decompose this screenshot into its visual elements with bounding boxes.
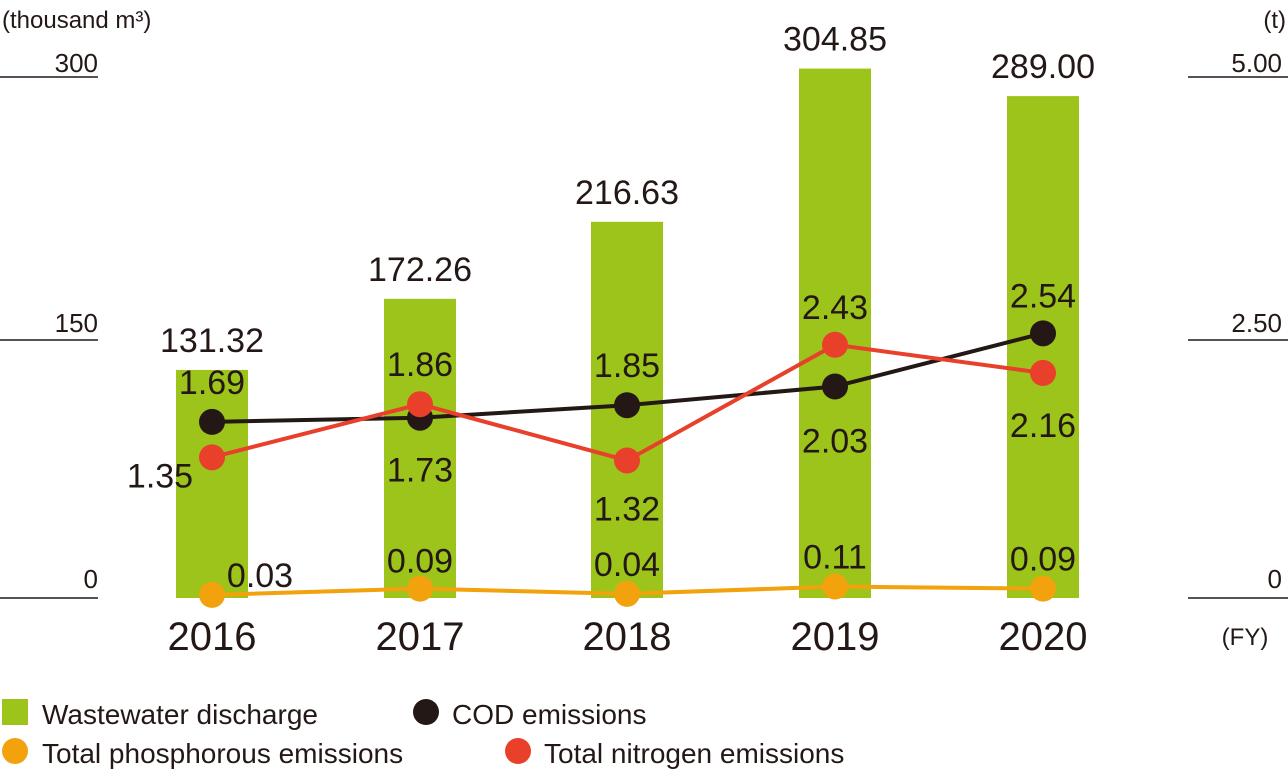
legend-swatch-phosphorous [2, 738, 28, 764]
left-tick-label: 300 [55, 48, 98, 78]
left-tick-label: 150 [55, 308, 98, 338]
x-axis-unit: (FY) [1222, 624, 1269, 651]
legend-label-nitrogen: Total nitrogen emissions [544, 738, 844, 769]
right-tick-label: 5.00 [1231, 48, 1282, 78]
point-total-phosphorous-emissions-2017 [407, 575, 433, 602]
right-tick-label: 0 [1268, 564, 1282, 594]
right-axis: 5.00 2.50 0 [1188, 48, 1288, 599]
point-value-label: 1.35 [127, 457, 193, 495]
point-value-label: 2.54 [1010, 277, 1076, 315]
point-cod-emissions-2018 [614, 392, 640, 419]
point-value-label: 2.03 [802, 422, 868, 460]
x-tick-label: 2016 [168, 615, 257, 659]
bar-value-label: 131.32 [160, 322, 264, 360]
x-tick-label: 2019 [791, 615, 880, 659]
point-value-label: 1.73 [387, 452, 453, 490]
point-cod-emissions-2016 [199, 408, 225, 435]
point-value-label: 1.69 [179, 364, 245, 402]
point-value-label: 0.11 [803, 539, 867, 577]
legend-swatch-cod [413, 699, 439, 725]
left-tick-label: 0 [84, 564, 98, 594]
bar-value-label: 304.85 [783, 21, 887, 59]
legend-label-phosphorous: Total phosphorous emissions [42, 738, 403, 769]
legend-label-cod: COD emissions [452, 699, 646, 730]
point-value-label: 1.86 [387, 346, 453, 384]
point-cod-emissions-2019 [822, 373, 848, 400]
x-tick-label: 2020 [999, 615, 1088, 659]
point-value-label: 2.43 [802, 289, 868, 327]
legend: Wastewater discharge COD emissions Total… [2, 699, 844, 769]
legend-label-wastewater: Wastewater discharge [42, 699, 318, 730]
point-value-label: 2.16 [1010, 407, 1076, 445]
point-total-phosphorous-emissions-2018 [614, 580, 640, 607]
point-total-phosphorous-emissions-2020 [1030, 575, 1056, 602]
bar-value-label: 172.26 [368, 251, 472, 289]
legend-swatch-wastewater [2, 699, 28, 725]
left-axis: 300 150 0 [0, 48, 98, 599]
point-total-phosphorous-emissions-2016 [199, 581, 225, 608]
points-layer [199, 320, 1056, 608]
point-value-label: 1.85 [594, 347, 660, 385]
point-value-label: 0.09 [1010, 541, 1076, 579]
x-axis: 2016 2017 2018 2019 2020 [168, 615, 1088, 659]
point-value-label: 0.04 [594, 546, 660, 584]
point-value-label: 1.32 [594, 490, 660, 528]
x-tick-label: 2018 [583, 615, 672, 659]
bar-wastewater-2020 [1007, 96, 1079, 598]
point-cod-emissions-2020 [1030, 320, 1056, 347]
x-tick-label: 2017 [376, 615, 465, 659]
point-total-nitrogen-emissions-2016 [199, 444, 225, 471]
bar-value-label: 289.00 [991, 48, 1095, 86]
legend-swatch-nitrogen [505, 738, 531, 764]
bar-wastewater-2016 [176, 369, 248, 598]
right-tick-label: 2.50 [1231, 308, 1282, 338]
point-total-phosphorous-emissions-2019 [822, 573, 848, 600]
point-total-nitrogen-emissions-2017 [407, 391, 433, 418]
labels-layer: 131.32 172.26 216.63 304.85 289.00 1.69 1.73 1.… [127, 21, 1095, 595]
point-total-nitrogen-emissions-2018 [614, 447, 640, 474]
right-axis-unit: (t) [1263, 7, 1286, 34]
point-value-label: 0.09 [387, 543, 453, 581]
point-total-nitrogen-emissions-2019 [822, 331, 848, 358]
bar-value-label: 216.63 [575, 174, 679, 212]
point-value-label: 0.03 [227, 557, 293, 595]
left-axis-unit: (thousand m³) [2, 7, 151, 34]
bar-wastewater-2017 [384, 298, 456, 598]
point-total-nitrogen-emissions-2020 [1030, 359, 1056, 386]
